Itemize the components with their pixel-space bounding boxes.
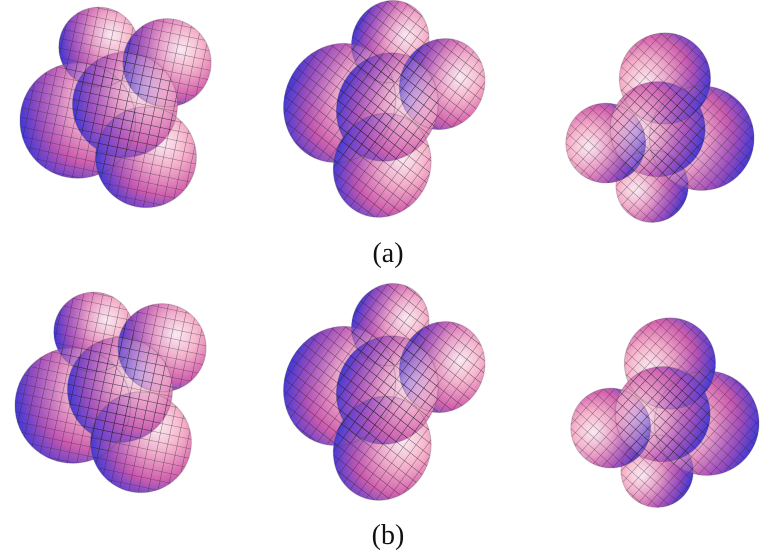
surface-b1: [15, 292, 206, 493]
surface-a1: [20, 7, 211, 208]
surface-a3: [546, 10, 775, 254]
surface-b3: [551, 295, 775, 539]
panel-label: (b): [372, 520, 405, 551]
page: (a) (b) (() => { const data = JSON.parse…: [0, 0, 775, 557]
panel-label: (a): [372, 238, 403, 269]
figure: (a) (b): [0, 0, 775, 557]
surface-a2: [251, 0, 505, 239]
panel-b: (b): [15, 255, 775, 551]
surface-b2: [251, 255, 505, 522]
panel-a: (a): [20, 0, 775, 269]
